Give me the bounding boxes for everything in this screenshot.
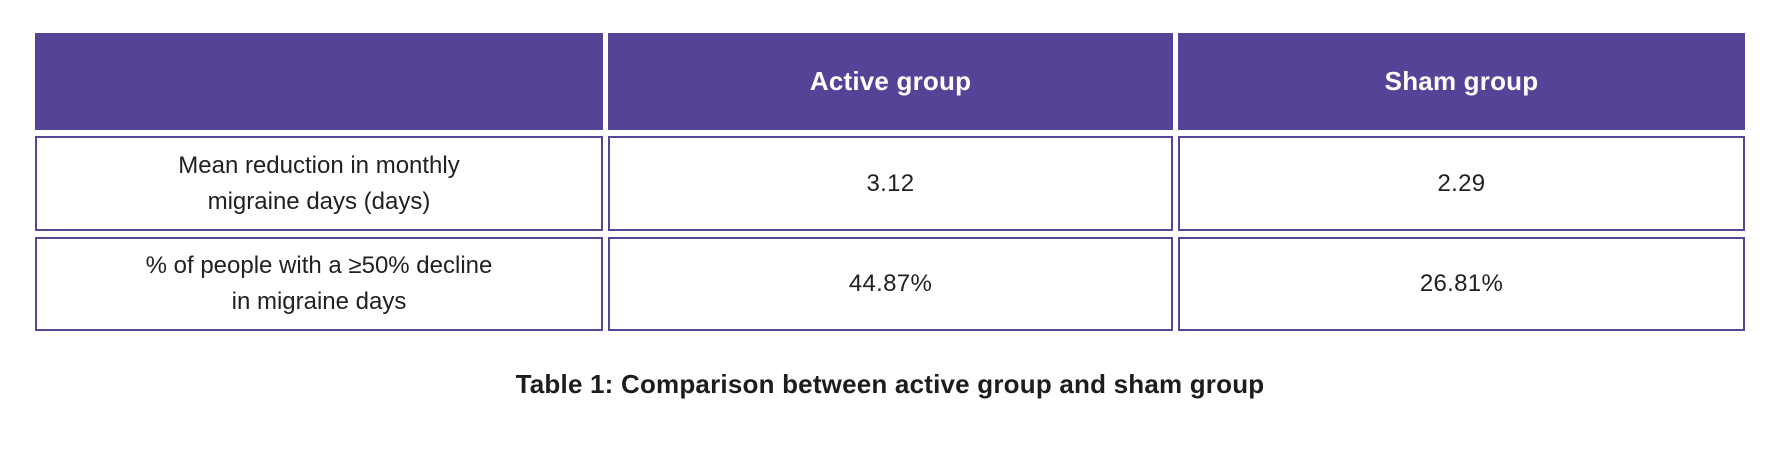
header-cell-empty bbox=[35, 33, 603, 130]
row-label-text: % of people with a ≥50% decline in migra… bbox=[146, 248, 493, 320]
value-mean-reduction-active: 3.12 bbox=[608, 136, 1173, 231]
value-percent-decline-active: 44.87% bbox=[608, 237, 1173, 331]
value-mean-reduction-sham: 2.29 bbox=[1178, 136, 1745, 231]
comparison-table-figure: Active group Sham group Mean reduction i… bbox=[35, 33, 1745, 400]
row-label-line-2: migraine days (days) bbox=[207, 187, 431, 215]
row-label-mean-reduction: Mean reduction in monthly migraine days … bbox=[35, 136, 603, 231]
row-label-percent-decline: % of people with a ≥50% decline in migra… bbox=[35, 237, 603, 331]
row-label-line-1: Mean reduction in monthly bbox=[178, 151, 460, 179]
row-label-text: Mean reduction in monthly migraine days … bbox=[178, 148, 459, 220]
table-caption: Table 1: Comparison between active group… bbox=[515, 369, 1265, 399]
comparison-table: Active group Sham group Mean reduction i… bbox=[35, 33, 1745, 331]
header-cell-active-group: Active group bbox=[608, 33, 1173, 130]
row-label-line-1: % of people with a ≥50% decline bbox=[145, 252, 493, 279]
value-percent-decline-sham: 26.81% bbox=[1178, 237, 1745, 331]
row-label-line-2: in migraine days bbox=[231, 288, 407, 315]
header-cell-sham-group: Sham group bbox=[1178, 33, 1745, 130]
